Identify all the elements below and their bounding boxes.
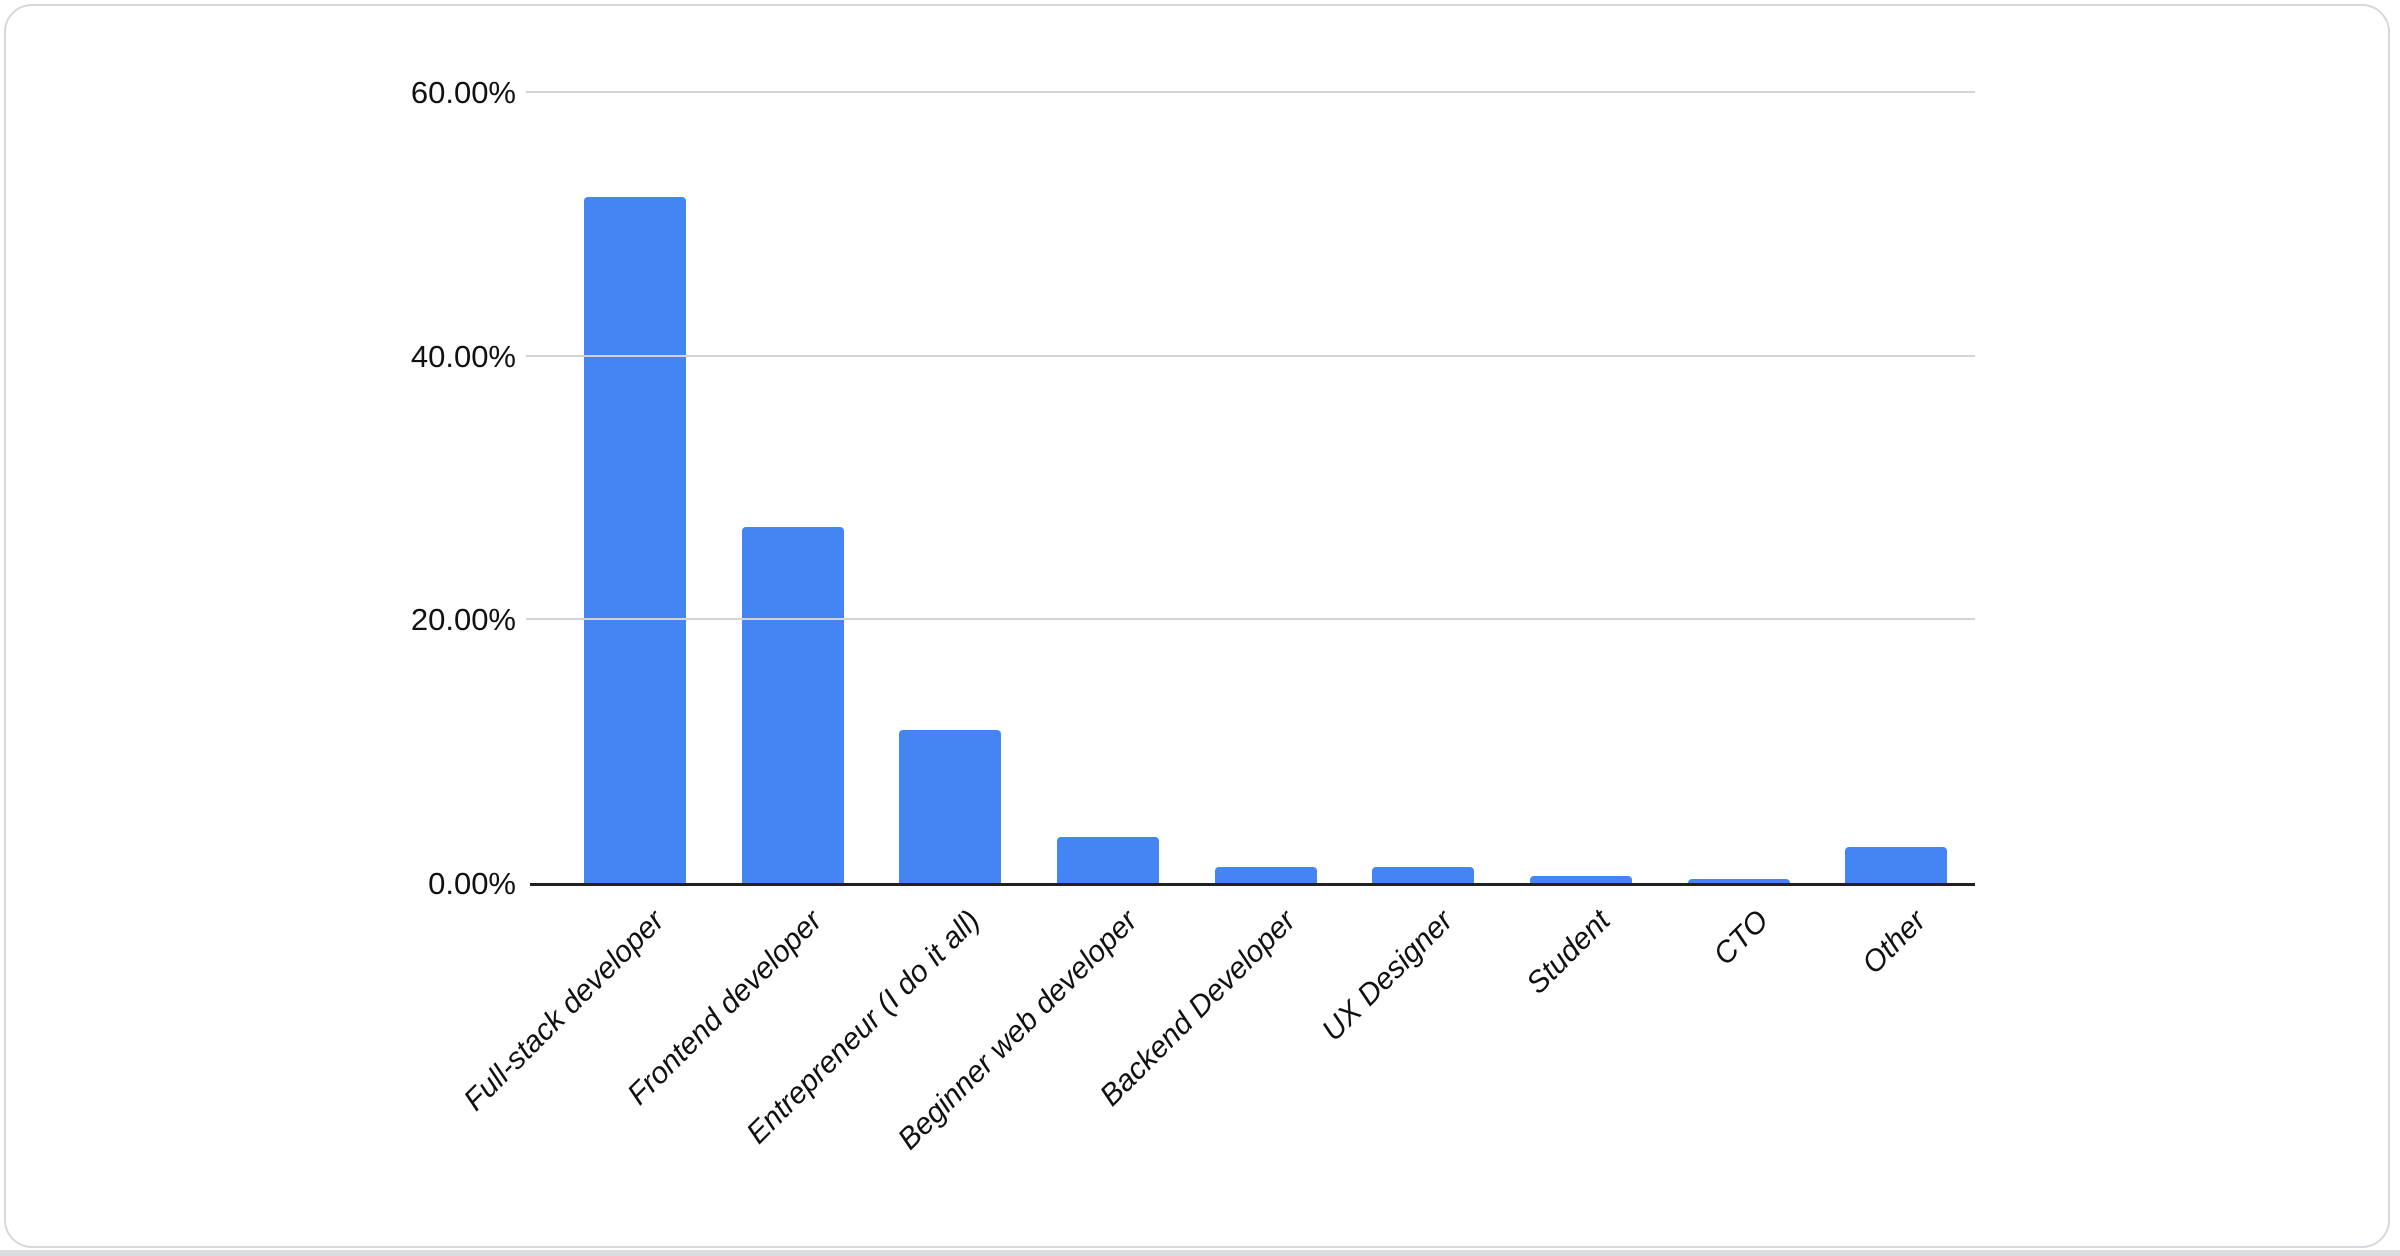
bar-full-stack-developer[interactable] xyxy=(583,197,686,883)
y-axis-tick-label: 40.00% xyxy=(410,338,516,374)
bar-student[interactable] xyxy=(1529,876,1632,883)
category-slot: Backend Developer xyxy=(1093,92,1345,1112)
category-slot: Beginner web developer xyxy=(892,92,1187,1156)
bar-other[interactable] xyxy=(1845,847,1948,883)
category-slot: Student xyxy=(1502,92,1660,1000)
category-slot: Entrepreneur (I do it all) xyxy=(740,92,1029,1150)
category-slot: Other xyxy=(1817,92,1975,980)
y-axis: 0.00% 20.00% 40.00% 60.00% xyxy=(300,0,516,1256)
bar-ux-designer[interactable] xyxy=(1372,867,1475,883)
bar-frontend-developer[interactable] xyxy=(741,527,844,883)
gridline-60 xyxy=(526,91,1975,93)
bars-container: Full-stack developer Frontend developer En… xyxy=(458,92,1975,1156)
gridline-20 xyxy=(526,618,1975,621)
bottom-edge-strip xyxy=(0,1250,2400,1256)
category-slot: UX Designer xyxy=(1316,92,1502,1048)
bar-backend-developer[interactable] xyxy=(1214,867,1317,883)
bar-beginner-web-developer[interactable] xyxy=(1056,836,1159,883)
bar-cto[interactable] xyxy=(1687,879,1790,883)
chart-card xyxy=(4,4,2390,1248)
y-axis-tick-label: 20.00% xyxy=(410,602,516,638)
gridline-40 xyxy=(526,354,1975,357)
y-axis-tick-label: 0.00% xyxy=(428,866,516,901)
plot-area: Full-stack developer Frontend developer En… xyxy=(458,91,1975,1156)
bar-entrepreneur-i-do-it-all[interactable] xyxy=(899,730,1002,883)
category-slot: CTO xyxy=(1660,92,1818,972)
y-axis-tick-label: 60.00% xyxy=(410,75,516,110)
category-slot: Full-stack developer xyxy=(458,92,714,1117)
category-slot: Frontend developer xyxy=(622,92,872,1111)
